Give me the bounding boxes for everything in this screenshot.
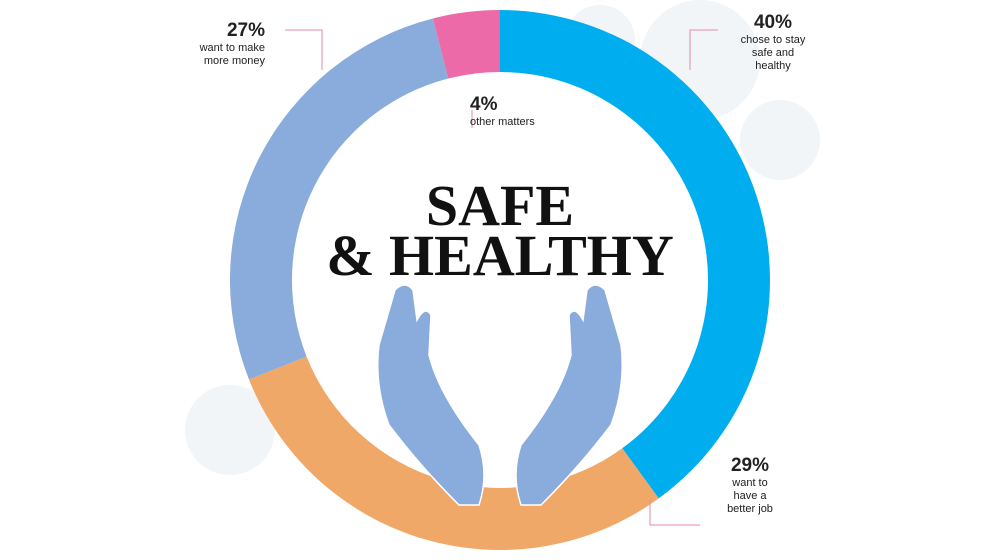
donut-segment — [432, 10, 500, 79]
segment-label: 29% want to have a better job — [710, 455, 790, 516]
hands-icon — [377, 284, 623, 506]
donut-segment — [229, 18, 449, 380]
value-label: 40% — [753, 12, 793, 33]
leader-lines — [285, 29, 718, 526]
segment-label: 27% want to make more money — [150, 20, 265, 68]
category-label: want to make more money — [199, 42, 265, 67]
segment-label: 40% chose to stay safe and healthy — [728, 12, 818, 73]
donut-segment — [248, 356, 659, 550]
value-label: 4% — [470, 94, 498, 115]
title-line: & HEALTHY — [326, 223, 674, 288]
value-label: 27% — [226, 20, 265, 41]
category-label: chose to stay safe and healthy — [740, 34, 806, 72]
segment-label: 4% other matters — [470, 94, 590, 129]
category-label: other matters — [470, 116, 535, 128]
donut-segment — [500, 10, 771, 499]
category-label: want to have a better job — [727, 477, 773, 515]
title-line: SAFE — [426, 173, 574, 238]
value-label: 29% — [730, 455, 770, 476]
donut — [229, 10, 771, 550]
